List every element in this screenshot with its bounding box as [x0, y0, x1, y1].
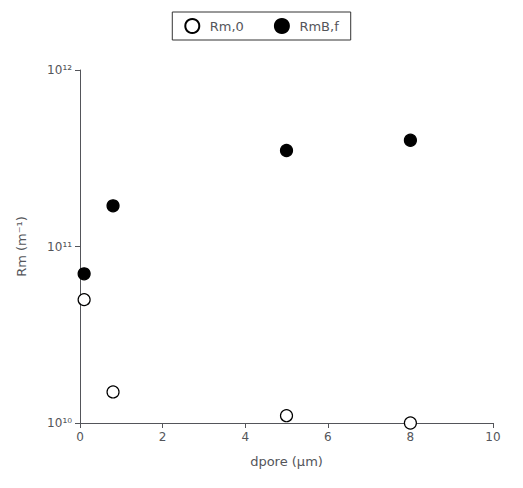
svg-text:10¹⁰: 10¹⁰: [47, 416, 72, 430]
svg-text:8: 8: [407, 430, 415, 444]
svg-text:10¹²: 10¹²: [47, 63, 72, 77]
svg-text:10: 10: [485, 430, 500, 444]
svg-text:RmB,f: RmB,f: [299, 19, 339, 34]
svg-text:0: 0: [76, 430, 84, 444]
svg-text:10¹¹: 10¹¹: [47, 240, 72, 254]
svg-text:Rm (m⁻¹): Rm (m⁻¹): [14, 216, 29, 277]
svg-text:4: 4: [241, 430, 249, 444]
svg-text:dpore (μm): dpore (μm): [250, 454, 323, 469]
svg-text:Rm,0: Rm,0: [210, 19, 244, 34]
svg-text:6: 6: [324, 430, 332, 444]
svg-text:2: 2: [159, 430, 167, 444]
